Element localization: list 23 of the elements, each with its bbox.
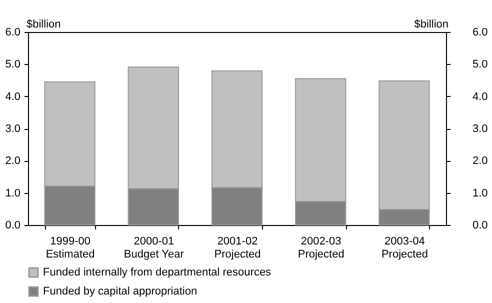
y2-tick-label: 2.0 <box>472 155 488 168</box>
x-tick-label: 2002-03 Projected <box>298 236 344 260</box>
legend-label: Funded internally from departmental resources <box>43 266 272 278</box>
x-tick-label: 2003-04 Projected <box>381 236 428 260</box>
y-tick-label: 0.0 <box>5 220 20 232</box>
y2-tick-label: 1.0 <box>472 187 488 200</box>
y2-tick-label: 0.0 <box>472 220 488 232</box>
y2-tick-label: 4.0 <box>472 90 488 103</box>
x-tick-label: 1999-00 Estimated <box>46 236 95 260</box>
y2-tick-label: 6.0 <box>472 26 488 38</box>
y-tick-label: 2.0 <box>5 155 20 168</box>
y-tick-label: 3.0 <box>5 123 20 135</box>
y2-tick-label: 5.0 <box>472 58 488 71</box>
y2-axis-title: $billion <box>414 18 448 30</box>
x-tick-label: 2000-01 Budget Year <box>124 236 184 260</box>
y-tick-label: 6.0 <box>5 26 20 38</box>
y-tick-label: 5.0 <box>5 58 20 71</box>
y-tick-label: 1.0 <box>5 187 20 200</box>
y2-tick-label: 3.0 <box>472 123 488 135</box>
legend-label: Funded by capital appropriation <box>43 286 198 298</box>
x-tick-label: 2001-02 Projected <box>214 236 261 260</box>
y-axis-title: $billion <box>26 18 61 30</box>
y-tick-label: 4.0 <box>5 90 20 103</box>
